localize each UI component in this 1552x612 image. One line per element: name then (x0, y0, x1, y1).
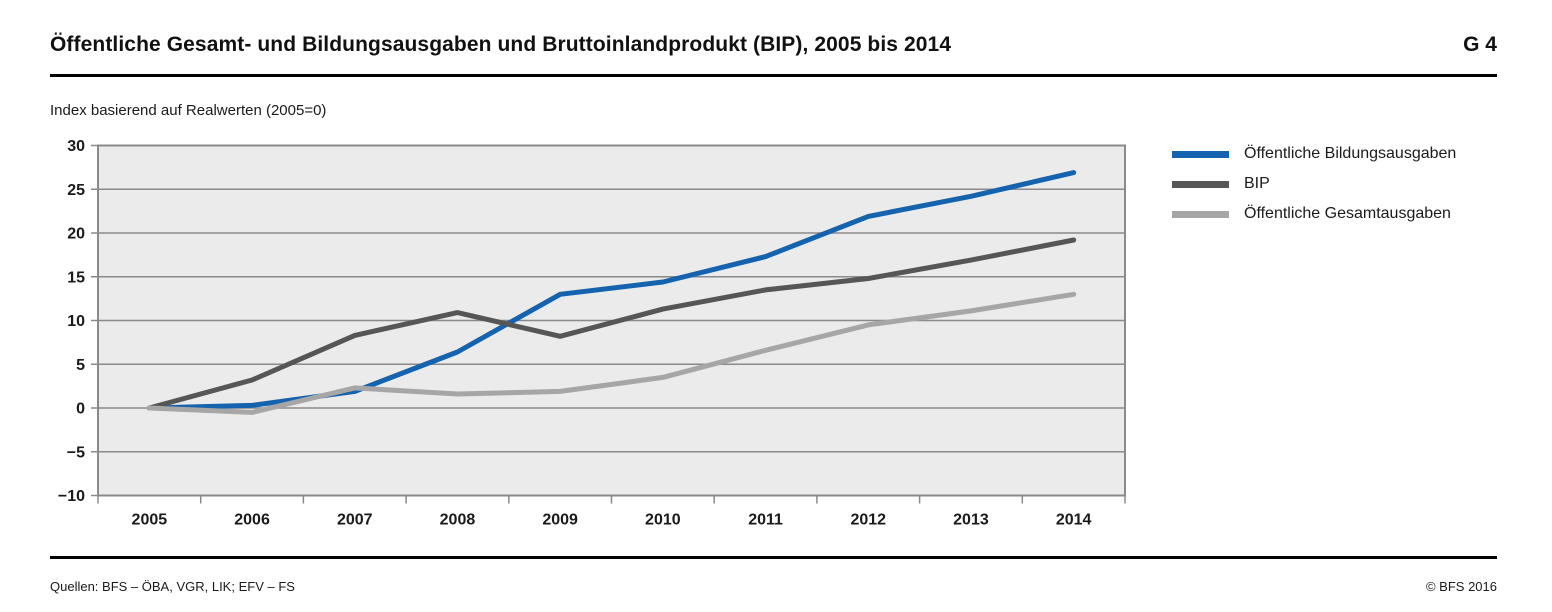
legend-swatch (1172, 210, 1229, 218)
chart-legend: Öffentliche Bildungsausgaben BIP Öffentlic… (1172, 139, 1456, 229)
y-axis-tick-label: 10 (67, 313, 85, 330)
legend-label: Öffentliche Gesamtausgaben (1244, 205, 1451, 222)
footer-divider (50, 556, 1497, 559)
legend-item-0: Öffentliche Bildungsausgaben (1172, 139, 1456, 169)
legend-label: Öffentliche Bildungsausgaben (1244, 145, 1457, 162)
y-axis-tick-label: 25 (67, 182, 85, 199)
y-axis-tick-label: 15 (67, 269, 85, 286)
line-chart: −10 −5 0 5 10 15 20 25 30 2005 2006 2007 2008 2009 201… (58, 138, 1126, 529)
legend-item-2: Öffentliche Gesamtausgaben (1172, 199, 1456, 229)
x-axis-tick-label: 2006 (234, 512, 270, 529)
x-axis-tick-label: 2005 (132, 512, 168, 529)
sources-note: Quellen: BFS – ÖBA, VGR, LIK; EFV – FS (50, 579, 295, 594)
y-axis-tick-label: 20 (67, 226, 85, 243)
y-axis-tick-label: −5 (67, 444, 85, 461)
copyright-note: © BFS 2016 (1425, 579, 1497, 594)
legend-swatch (1172, 150, 1229, 158)
legend-swatch (1172, 180, 1229, 188)
axis-unit-note: Index basierend auf Realwerten (2005=0) (50, 102, 327, 119)
legend-item-1: BIP (1172, 169, 1456, 199)
y-axis-tick-label: 5 (76, 357, 85, 374)
legend-label: BIP (1244, 175, 1270, 192)
graph-id-label: G 4 (1463, 33, 1497, 56)
x-axis-tick-label: 2008 (440, 512, 476, 529)
x-axis-tick-label: 2014 (1056, 512, 1092, 529)
x-axis-tick-label: 2013 (953, 512, 989, 529)
y-axis-tick-label: 30 (67, 138, 85, 155)
series-line-1 (146, 237, 1077, 411)
y-axis-tick-label: 0 (76, 401, 85, 418)
header: Öffentliche Gesamt- und Bildungsausgaben… (50, 33, 1497, 57)
x-axis-tick-label: 2011 (748, 512, 783, 529)
title-divider (50, 74, 1497, 77)
page-title: Öffentliche Gesamt- und Bildungsausgaben… (50, 33, 952, 56)
x-axis-tick-label: 2010 (645, 512, 681, 529)
x-axis-tick-label: 2009 (542, 512, 578, 529)
y-axis-tick-label: −10 (58, 488, 85, 505)
x-axis-tick-label: 2007 (337, 512, 373, 529)
x-axis-tick-label: 2012 (850, 512, 886, 529)
series-line-2 (146, 291, 1077, 415)
